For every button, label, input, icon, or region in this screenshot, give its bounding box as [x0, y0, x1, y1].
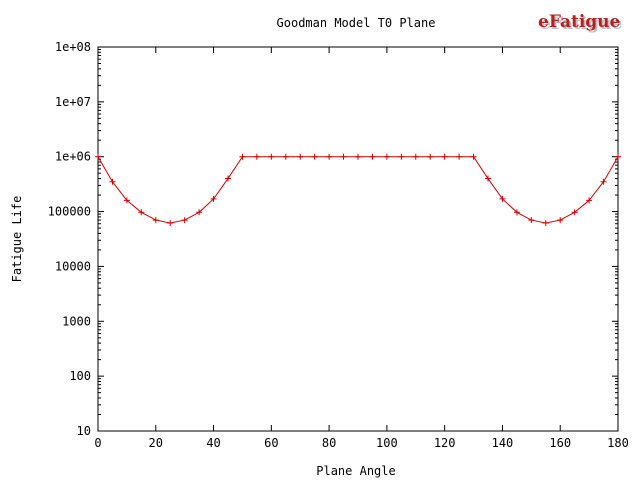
- data-point-marker: [427, 153, 434, 160]
- x-tick-label: 140: [492, 436, 514, 450]
- data-point-marker: [181, 217, 188, 224]
- data-point-marker: [412, 153, 419, 160]
- data-point-marker: [340, 153, 347, 160]
- x-tick-label: 160: [549, 436, 571, 450]
- x-tick-label: 180: [607, 436, 629, 450]
- data-point-marker: [225, 175, 231, 182]
- x-tick-label: 20: [149, 436, 163, 450]
- data-point-marker: [383, 153, 390, 160]
- data-point-marker: [282, 153, 289, 160]
- data-point-marker: [239, 153, 246, 160]
- data-point-marker: [586, 197, 593, 204]
- data-point-marker: [196, 209, 203, 216]
- data-point-marker: [210, 195, 217, 202]
- y-tick-label: 1e+08: [55, 40, 91, 54]
- y-tick-label: 1e+06: [55, 150, 91, 164]
- efatigue-logo: eFatigue eFatigue: [538, 12, 623, 34]
- data-point-marker: [470, 153, 477, 160]
- x-tick-label: 100: [376, 436, 398, 450]
- data-point-marker: [253, 153, 260, 160]
- data-point-marker: [95, 153, 101, 160]
- data-point-marker: [109, 178, 116, 185]
- x-axis-label: Plane Angle: [316, 464, 395, 478]
- data-point-marker: [297, 153, 304, 160]
- y-tick-label: 1e+07: [55, 95, 91, 109]
- x-tick-label: 80: [322, 436, 336, 450]
- data-point-marker: [485, 175, 491, 182]
- data-point-marker: [557, 217, 564, 224]
- series-group: [95, 153, 621, 226]
- data-point-marker: [441, 153, 448, 160]
- x-tick-label: 120: [434, 436, 456, 450]
- data-point-marker: [355, 153, 361, 160]
- data-point-marker: [600, 178, 607, 185]
- chart-title: Goodman Model T0 Plane: [277, 16, 436, 30]
- y-axis-ticks: 10 100 1000 10000 100000 1e+06 1e+07 1e+08: [48, 40, 618, 438]
- data-point-marker: [513, 209, 520, 216]
- data-point-marker: [615, 153, 621, 160]
- data-point-marker: [542, 219, 549, 226]
- logo-shadow: eFatigue: [540, 14, 623, 34]
- data-point-marker: [152, 217, 159, 224]
- y-axis-label: Fatigue Life: [10, 196, 24, 283]
- data-point-marker: [326, 153, 333, 160]
- data-point-marker: [123, 197, 130, 204]
- data-point-marker: [268, 153, 275, 160]
- data-point-marker: [311, 153, 318, 160]
- x-tick-label: 40: [206, 436, 220, 450]
- data-point-marker: [499, 195, 506, 202]
- data-point-marker: [167, 219, 174, 226]
- logo-text: eFatigue: [538, 12, 621, 32]
- y-tick-label: 1000: [62, 314, 91, 328]
- y-tick-label: 100: [69, 369, 91, 383]
- plot-border: [97, 46, 619, 432]
- y-tick-label: 10000: [55, 259, 91, 273]
- data-point-marker: [369, 153, 376, 160]
- y-tick-label: 10: [77, 424, 91, 438]
- data-point-marker: [528, 217, 535, 224]
- y-tick-label: 100000: [48, 205, 91, 219]
- data-point-marker: [456, 153, 463, 160]
- data-point-marker: [398, 153, 405, 160]
- x-axis-ticks: 0 20 40 60 80 100 120 140 160 180: [94, 47, 629, 450]
- x-tick-label: 0: [94, 436, 101, 450]
- data-point-marker: [138, 209, 145, 216]
- x-tick-label: 60: [264, 436, 278, 450]
- data-point-marker: [571, 209, 578, 216]
- series-line: [97, 156, 619, 224]
